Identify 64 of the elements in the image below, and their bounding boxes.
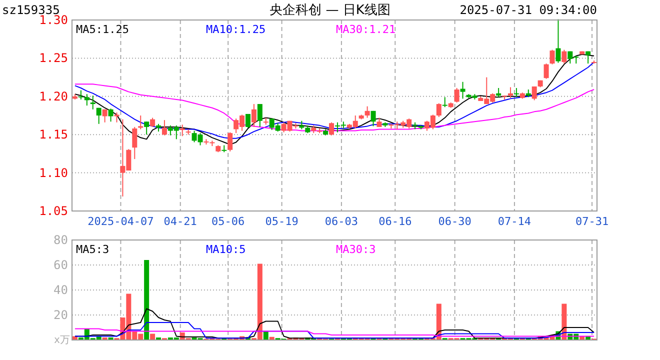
line-series <box>74 328 595 337</box>
candlestick <box>556 18 561 64</box>
candlestick <box>162 120 167 136</box>
y-tick-label: 1.30 <box>39 13 68 27</box>
x-tick-label: 04-21 <box>164 215 197 228</box>
candlestick <box>436 102 442 118</box>
candlestick <box>376 117 382 128</box>
candlestick <box>114 112 120 123</box>
bar <box>144 260 150 340</box>
x-tick-label: 07-14 <box>498 215 532 228</box>
candlestick <box>132 126 138 160</box>
y-tick-label: 1.15 <box>39 128 68 142</box>
text: MA30:3 <box>336 243 376 256</box>
line-series <box>74 84 595 132</box>
text: MA10:5 <box>206 243 246 256</box>
candlestick <box>544 63 549 80</box>
candlestick <box>138 115 144 130</box>
candlestick <box>460 81 466 100</box>
y-tick-label: 1.05 <box>39 204 68 218</box>
candlestick <box>586 50 591 64</box>
candlestick <box>334 122 340 133</box>
y-tick-label: 1.20 <box>39 89 68 104</box>
x-tick-label: 06-03 <box>324 215 358 228</box>
candlestick <box>228 132 233 152</box>
text: MA5:3 <box>76 243 110 256</box>
y-tick-label: 40 <box>54 283 68 297</box>
candlestick <box>251 104 256 128</box>
x-tick-label: 05-06 <box>212 215 245 228</box>
candlestick <box>180 124 185 137</box>
candlestick <box>144 121 150 136</box>
candlestick <box>364 106 370 118</box>
candlestick <box>245 113 250 128</box>
y-tick-label: 20 <box>54 308 68 322</box>
candlestick <box>102 108 108 123</box>
candlestick <box>550 49 555 65</box>
x-tick-label: 06-30 <box>438 215 472 228</box>
candlestick <box>257 104 262 128</box>
candlestick <box>329 122 334 136</box>
text: MA30:1.21 <box>336 23 396 36</box>
y-tick-label: 1.25 <box>39 51 68 66</box>
text: 2025-07-31 09:34:00 <box>460 3 597 17</box>
y-tick-label: 60 <box>54 258 68 272</box>
candlestick <box>150 117 156 128</box>
candlestick <box>108 108 114 122</box>
y-tick-label: 80 <box>54 233 68 247</box>
candlestick <box>370 110 376 127</box>
candlestick <box>90 95 96 110</box>
x-tick-label: 05-19 <box>265 215 298 228</box>
x-tick-label: 2025-04-07 <box>88 215 154 228</box>
x-tick-label: 06-16 <box>378 215 412 228</box>
candlestick <box>454 87 460 104</box>
line-series <box>74 322 595 339</box>
chart-title: 央企科创 — 日K线图 <box>270 3 390 18</box>
y-tick-label: 1.10 <box>39 166 68 180</box>
text: MA10:1.25 <box>206 23 266 36</box>
text: MA5:1.25 <box>76 23 129 36</box>
candlestick <box>514 87 519 98</box>
x-tick-label: 07-31 <box>575 215 609 228</box>
candlestick <box>562 49 567 64</box>
candlestick <box>442 96 448 108</box>
candlestick <box>96 107 102 124</box>
line-series <box>74 62 595 139</box>
y-axis-title: x万 <box>54 335 70 346</box>
candlestick <box>532 86 537 101</box>
